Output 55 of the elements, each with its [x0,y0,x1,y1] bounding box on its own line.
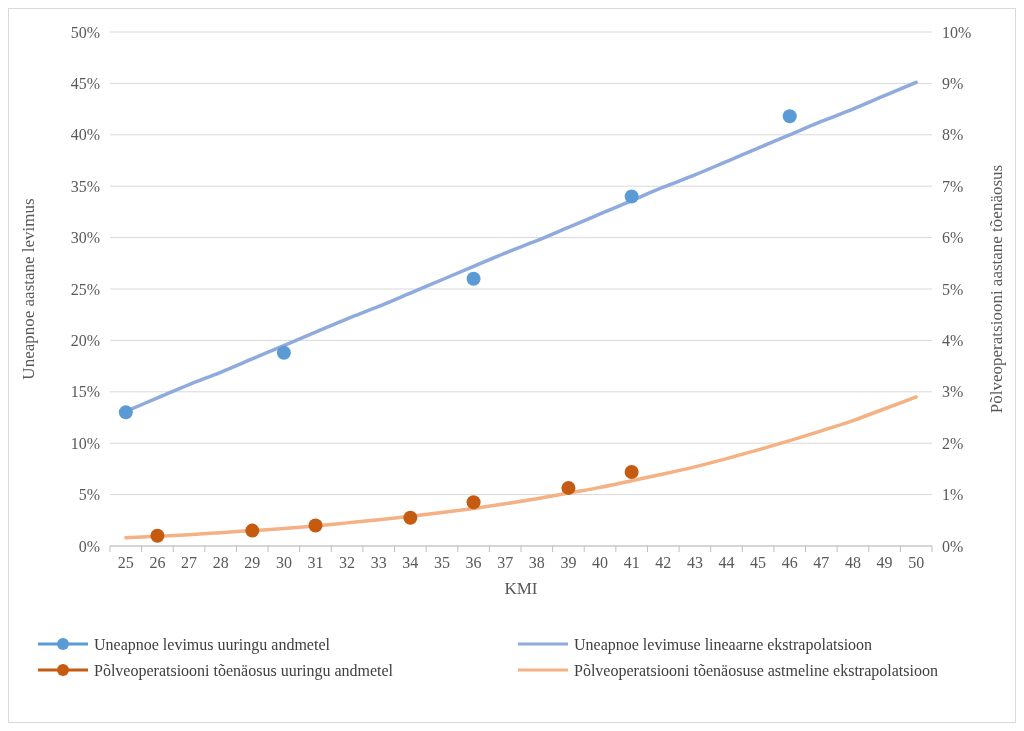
x-tick-label: 40 [592,554,609,571]
x-tick-label: 31 [307,554,324,571]
y-tick-label: 50% [70,23,100,41]
y-tick-label: 15% [70,383,100,401]
y-tick-label: 10% [70,434,100,452]
y-tick-label: 35% [70,177,100,195]
y2-tick-label: 10% [942,23,972,41]
y-tick-label: 40% [70,126,100,144]
legend-label: Uneapnoe levimus uuringu andmetel [94,635,331,654]
x-tick-label: 34 [402,554,419,571]
y-tick-label: 5% [78,486,100,504]
y2-tick-label: 1% [942,486,964,504]
y2-tick-label: 8% [942,126,964,144]
y2-tick-label: 9% [942,75,964,92]
y2-axis-title: Põlveoperatsiooni aastane tõenäosus [987,164,1006,414]
x-tick-label: 49 [876,554,893,571]
y-tick-label: 20% [70,332,100,349]
y-axis-title: Uneapnoe aastane levimus [19,198,38,380]
y2-tick-label: 2% [942,434,964,452]
x-tick-label: 45 [750,554,767,571]
x-tick-label: 43 [686,554,703,571]
x-tick-label: 42 [655,554,672,571]
x-tick-label: 35 [433,554,450,571]
y2-tick-label: 7% [942,177,964,195]
y2-tick-label: 4% [942,332,964,349]
y-tick-label: 45% [70,75,100,92]
x-tick-label: 25 [117,554,134,571]
y-tick-label: 30% [70,229,100,247]
x-tick-label: 32 [339,554,356,571]
x-tick-label: 28 [212,554,229,571]
x-tick-label: 30 [275,554,292,571]
legend-label: Põlveoperatsiooni tõenäosus uuringu andmetel [94,661,394,680]
x-tick-label: 41 [623,554,640,571]
legend-label: Uneapnoe levimuse lineaarne ekstrapolatsioon [574,635,873,654]
y2-tick-label: 5% [942,280,964,298]
x-axis-title: KMI [504,579,538,598]
x-tick-label: 33 [370,554,387,571]
x-tick-label: 26 [149,554,166,571]
y-tick-label: 25% [70,280,100,298]
x-tick-label: 46 [781,554,798,571]
x-tick-label: 44 [718,554,735,571]
x-tick-label: 38 [528,554,545,571]
x-tick-label: 27 [181,554,198,571]
y-tick-label: 0% [78,537,100,555]
x-tick-label: 48 [844,554,861,571]
y2-tick-label: 6% [942,229,964,247]
legend-label: Põlveoperatsiooni tõenäosuse astmeline ekstrapolatsioon [574,661,938,680]
y2-tick-label: 0% [942,537,964,555]
y2-tick-label: 3% [942,383,964,401]
x-tick-label: 39 [560,554,577,571]
x-tick-label: 37 [497,554,514,571]
x-tick-label: 47 [813,554,830,571]
x-tick-label: 36 [465,554,482,571]
x-tick-label: 29 [244,554,261,571]
x-tick-label: 50 [908,554,925,571]
